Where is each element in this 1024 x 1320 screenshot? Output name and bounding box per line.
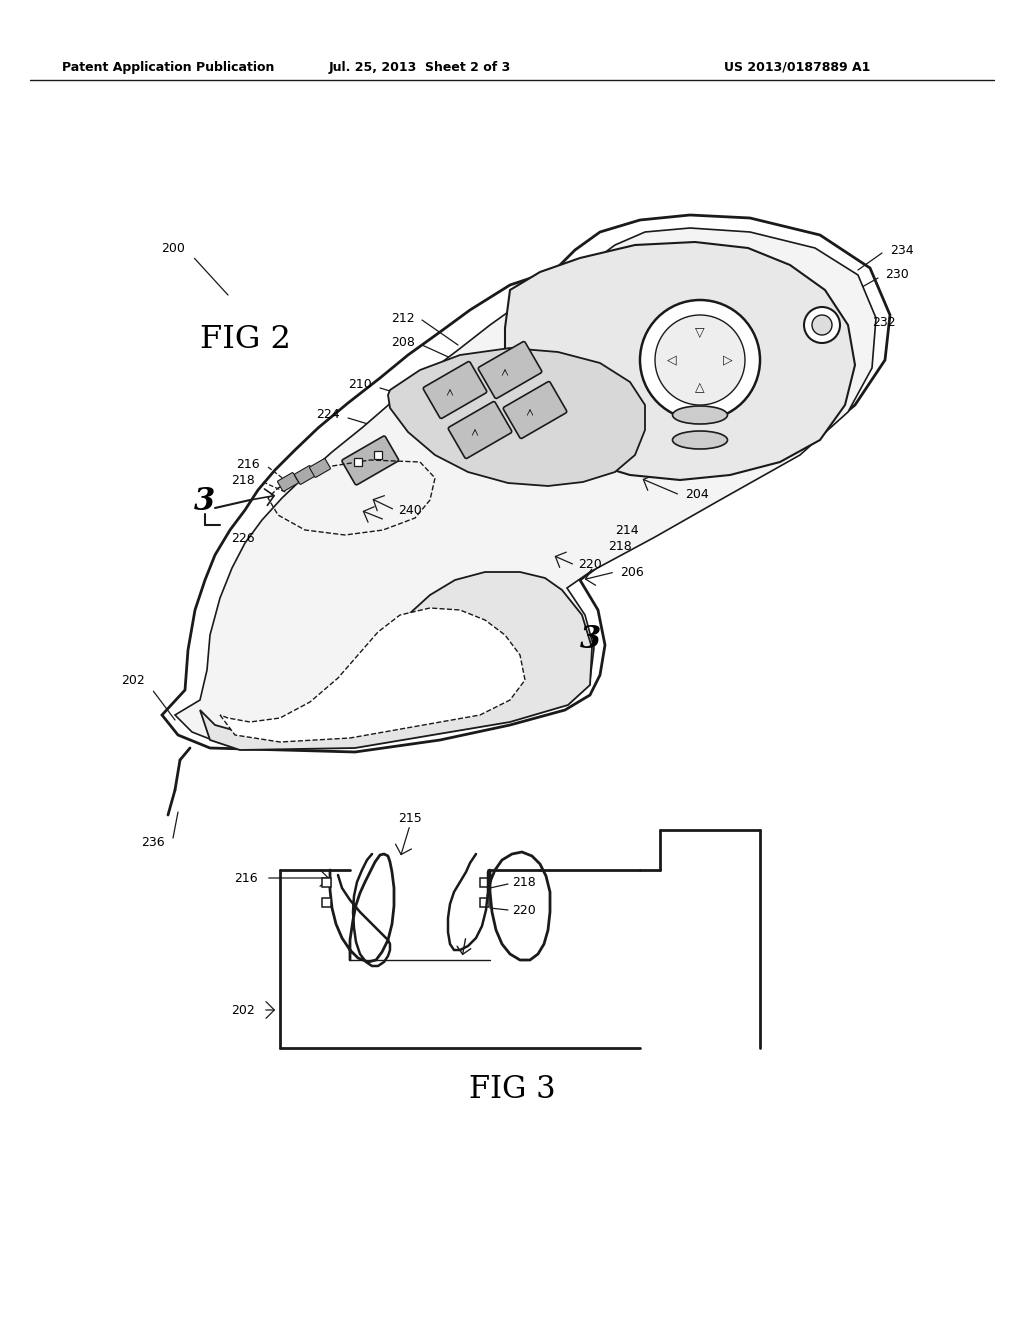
Text: △: △ (695, 381, 705, 395)
Bar (374, 451, 382, 459)
FancyBboxPatch shape (449, 401, 512, 458)
FancyBboxPatch shape (503, 381, 566, 438)
Ellipse shape (673, 432, 727, 449)
Text: 202: 202 (121, 673, 145, 686)
Bar (480, 878, 489, 887)
Text: 234: 234 (890, 243, 913, 256)
Text: 3: 3 (195, 487, 216, 517)
Bar (480, 898, 489, 907)
FancyBboxPatch shape (478, 342, 542, 399)
Polygon shape (175, 228, 876, 746)
Text: 218: 218 (608, 540, 632, 553)
FancyBboxPatch shape (295, 466, 315, 484)
Text: 226: 226 (231, 532, 255, 544)
Polygon shape (200, 572, 592, 750)
Text: 240: 240 (398, 503, 422, 516)
Text: 218: 218 (231, 474, 255, 487)
FancyBboxPatch shape (342, 436, 398, 484)
FancyBboxPatch shape (278, 473, 298, 491)
Text: 218: 218 (512, 875, 536, 888)
Text: 220: 220 (512, 903, 536, 916)
Text: 222: 222 (475, 653, 499, 667)
Text: 224: 224 (316, 408, 340, 421)
Text: 216: 216 (234, 871, 258, 884)
Polygon shape (505, 242, 855, 480)
FancyBboxPatch shape (309, 458, 331, 478)
Text: 202: 202 (231, 1003, 255, 1016)
Bar (322, 878, 331, 887)
Text: 220: 220 (578, 558, 602, 572)
Circle shape (804, 308, 840, 343)
Text: 212: 212 (391, 312, 415, 325)
Polygon shape (220, 609, 525, 742)
Circle shape (640, 300, 760, 420)
Ellipse shape (673, 407, 727, 424)
Text: 200: 200 (161, 242, 185, 255)
Text: US 2013/0187889 A1: US 2013/0187889 A1 (724, 61, 870, 74)
Bar (322, 898, 331, 907)
Text: 204: 204 (685, 488, 709, 502)
Text: ▷: ▷ (723, 354, 733, 367)
Text: 232: 232 (872, 315, 896, 329)
Text: 230: 230 (885, 268, 908, 281)
Text: 215: 215 (398, 812, 422, 825)
Text: ▽: ▽ (695, 326, 705, 338)
Text: Patent Application Publication: Patent Application Publication (62, 61, 274, 74)
Text: Jul. 25, 2013  Sheet 2 of 3: Jul. 25, 2013 Sheet 2 of 3 (329, 61, 511, 74)
Circle shape (812, 315, 831, 335)
Text: 3: 3 (580, 624, 601, 656)
FancyBboxPatch shape (423, 362, 486, 418)
Text: 216: 216 (237, 458, 260, 471)
Text: FIG 2: FIG 2 (200, 325, 291, 355)
Text: 214: 214 (615, 524, 639, 536)
Text: 210: 210 (348, 379, 372, 392)
Bar (354, 458, 362, 466)
Text: 228: 228 (420, 722, 443, 734)
Text: 206: 206 (620, 565, 644, 578)
Text: FIG 3: FIG 3 (469, 1074, 555, 1106)
Text: 208: 208 (391, 335, 415, 348)
Text: ◁: ◁ (668, 354, 677, 367)
Polygon shape (162, 215, 890, 752)
Polygon shape (388, 348, 645, 486)
Text: 236: 236 (141, 836, 165, 849)
Circle shape (655, 315, 745, 405)
